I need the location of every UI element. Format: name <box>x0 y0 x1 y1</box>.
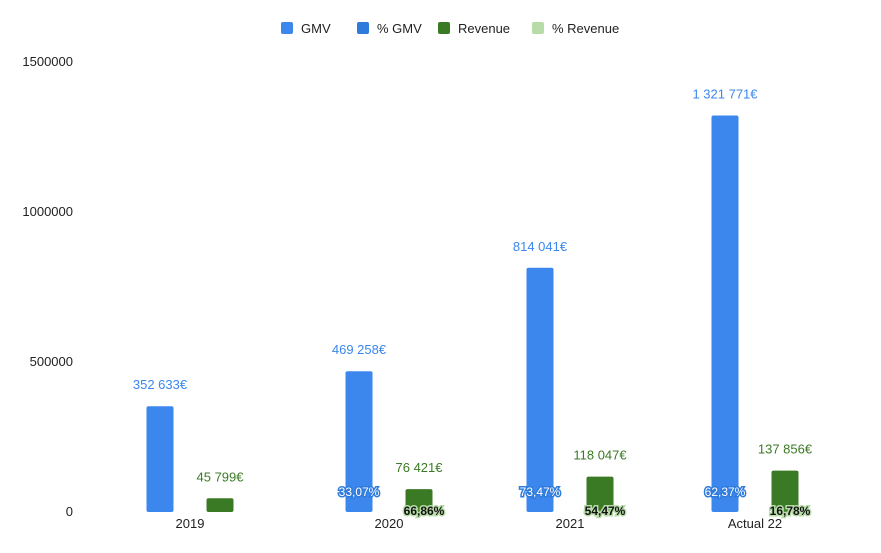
data-label-pct-revenue: 16,78% <box>770 504 811 518</box>
data-label-gmv: 1 321 771€ <box>692 86 758 101</box>
y-tick-label: 1500000 <box>22 54 73 69</box>
data-label-revenue: 118 047€ <box>573 448 627 463</box>
x-tick-label: 2019 <box>176 516 205 531</box>
y-tick-label: 0 <box>66 504 73 519</box>
bar-gmv-2019 <box>146 406 174 512</box>
legend-swatch-pct-revenue <box>532 22 544 34</box>
bar-revenue-actual-22 <box>771 470 799 512</box>
legend-swatch-pct-gmv <box>357 22 369 34</box>
data-label-pct-gmv: 62,37% <box>705 485 746 499</box>
x-axis: 2019 2020 2021 Actual 22 <box>176 516 783 531</box>
bar-gmv-2020 <box>345 371 373 512</box>
data-label-pct-gmv: 33,07% <box>339 485 380 499</box>
legend-label-gmv: GMV <box>301 21 331 36</box>
x-tick-label: 2020 <box>375 516 404 531</box>
bars <box>146 115 799 513</box>
y-tick-label: 500000 <box>30 354 73 369</box>
legend-label-pct-revenue: % Revenue <box>552 21 619 36</box>
legend: GMV % GMV Revenue % Revenue <box>281 21 619 36</box>
data-label-gmv: 814 041€ <box>513 239 568 254</box>
x-tick-label: Actual 22 <box>728 516 782 531</box>
data-label-pct-revenue: 66,86% <box>404 504 445 518</box>
y-axis: 0 500000 1000000 1500000 <box>22 54 73 519</box>
data-label-revenue: 76 421€ <box>396 460 444 475</box>
legend-label-pct-gmv: % GMV <box>377 21 422 36</box>
legend-label-revenue: Revenue <box>458 21 510 36</box>
data-label-gmv: 352 633€ <box>133 377 188 392</box>
legend-swatch-revenue <box>438 22 450 34</box>
x-tick-label: 2021 <box>556 516 585 531</box>
data-label-pct-gmv: 73,47% <box>520 485 561 499</box>
data-label-gmv: 469 258€ <box>332 342 387 357</box>
legend-swatch-gmv <box>281 22 293 34</box>
bar-revenue-2021 <box>586 476 614 512</box>
data-label-pct-revenue: 54,47% <box>585 504 626 518</box>
bar-gmv-2021 <box>526 267 554 512</box>
bar-revenue-2019 <box>206 498 234 512</box>
y-tick-label: 1000000 <box>22 204 73 219</box>
bar-revenue-2020 <box>405 489 433 512</box>
data-label-revenue: 45 799€ <box>197 469 245 484</box>
data-labels: 352 633€ 45 799€ 469 258€ 76 421€ 33,07% 66,8… <box>133 86 813 519</box>
bar-gmv-actual-22 <box>711 115 739 513</box>
data-label-revenue: 137 856€ <box>758 442 813 457</box>
